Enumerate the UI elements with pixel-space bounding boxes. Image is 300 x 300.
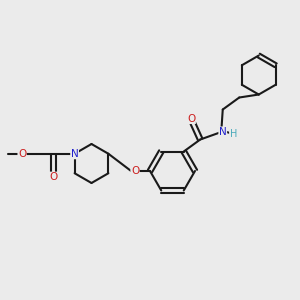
Text: O: O	[187, 113, 195, 124]
Text: O: O	[131, 166, 139, 176]
Text: N: N	[71, 149, 79, 159]
Text: H: H	[230, 129, 237, 140]
Text: N: N	[219, 127, 226, 137]
Text: O: O	[50, 172, 58, 182]
Text: O: O	[18, 149, 26, 159]
